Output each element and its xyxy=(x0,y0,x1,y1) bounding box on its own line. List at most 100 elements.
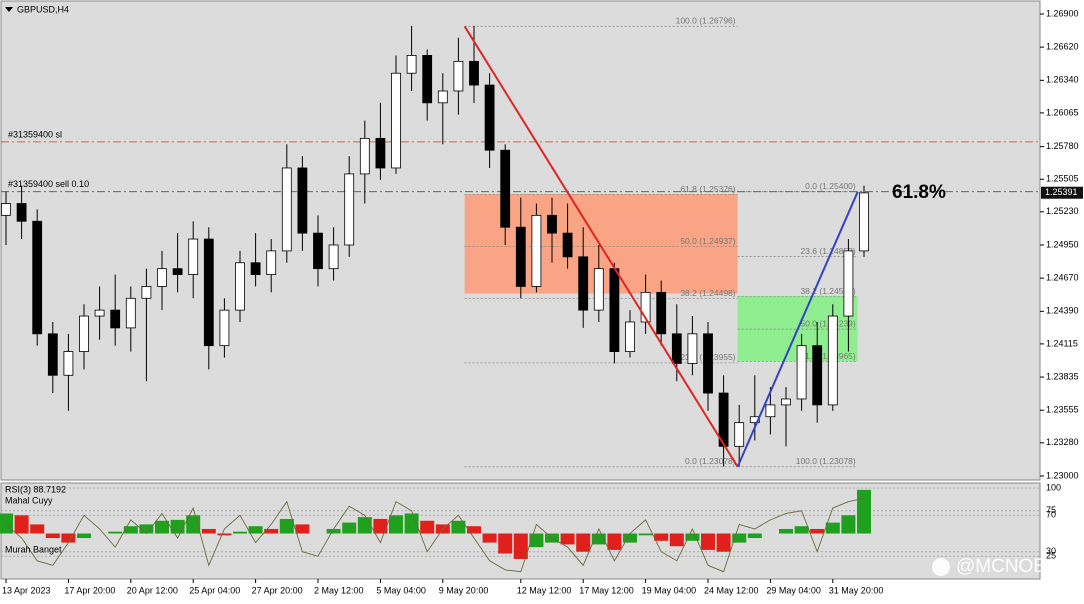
symbol: GBPUSD,H4 xyxy=(17,4,69,14)
histogram-bar xyxy=(576,533,591,552)
histogram-bar xyxy=(810,528,825,534)
candle-body xyxy=(359,137,370,175)
candle-body xyxy=(843,250,854,317)
histogram-bar xyxy=(467,526,481,534)
lower-label: Murah Banget xyxy=(5,544,62,554)
histogram-bar xyxy=(373,518,388,534)
x-tick-label: 17 Apr 20:00 xyxy=(64,585,115,595)
y-tick-label: 1.23835 xyxy=(1046,371,1079,381)
fib-label: 50.0 (1.24937) xyxy=(680,236,735,246)
rsi-line xyxy=(5,497,865,573)
menu-icon[interactable] xyxy=(5,7,13,12)
y-tick-label: 25 xyxy=(1046,551,1056,561)
candle-body xyxy=(266,250,277,275)
histogram-bar xyxy=(560,533,575,545)
candle-body xyxy=(671,333,682,364)
candle-body xyxy=(531,214,542,287)
candle-body xyxy=(125,297,136,329)
candle-body xyxy=(625,321,635,352)
candle-body xyxy=(469,60,479,86)
y-tick-label: 1.24670 xyxy=(1046,273,1079,283)
candle-body xyxy=(827,315,838,406)
candle-body xyxy=(79,315,89,352)
x-tick-label: 29 May 04:00 xyxy=(766,585,821,595)
candle-body xyxy=(656,291,667,335)
histogram-bar xyxy=(170,519,185,534)
x-tick-label: 31 May 20:00 xyxy=(829,585,884,595)
x-tick-label: 25 Apr 04:00 xyxy=(189,585,240,595)
fib-label: 38.2 (1.24513) xyxy=(800,286,855,296)
candle-body xyxy=(718,392,729,447)
histogram-bar xyxy=(825,522,840,534)
histogram-bar xyxy=(716,533,731,552)
histogram-bar xyxy=(451,520,466,534)
histogram-bar xyxy=(295,524,310,534)
histogram-bar xyxy=(14,515,29,534)
histogram-bar xyxy=(108,531,123,534)
annotation: 61.8% xyxy=(892,182,946,203)
histogram-bar xyxy=(529,533,544,548)
histogram-bar xyxy=(45,533,60,539)
candle-body xyxy=(515,226,526,287)
candle-body xyxy=(437,90,448,104)
histogram-bar xyxy=(669,533,684,547)
y-tick-label: 100 xyxy=(1046,482,1061,492)
histogram-bar xyxy=(747,533,762,539)
candle-body xyxy=(640,291,651,323)
candle-body xyxy=(484,84,495,151)
candle-body xyxy=(578,256,589,311)
candle-body xyxy=(94,309,105,317)
candle-body xyxy=(749,416,760,424)
histogram-bar xyxy=(77,533,91,539)
y-tick-label: 70 xyxy=(1046,510,1056,520)
histogram-bar xyxy=(139,524,154,534)
candle-body xyxy=(250,262,261,275)
y-tick-label: 1.23000 xyxy=(1046,470,1079,480)
histogram-bar xyxy=(654,533,669,541)
candle-body xyxy=(188,238,199,275)
candle-body xyxy=(235,262,245,311)
candle-body xyxy=(547,214,557,234)
fib-label: 61.8 (1.25376) xyxy=(680,184,735,194)
y-tick-label: 1.24390 xyxy=(1046,306,1079,316)
fib-label: 100.0 (1.26796) xyxy=(676,16,736,26)
price-tag xyxy=(1041,186,1083,199)
y-tick-label: 1.24115 xyxy=(1046,338,1078,348)
trendline xyxy=(736,191,859,468)
histogram-bar xyxy=(623,533,637,543)
fib-label: 100.0 (1.23078) xyxy=(796,456,856,466)
histogram-bar xyxy=(420,520,435,534)
histogram-bar xyxy=(217,533,232,536)
candle-body xyxy=(453,60,464,92)
fib-label: 38.2 (1.24498) xyxy=(680,288,735,298)
fib-label: 0.0 (1.25400) xyxy=(805,181,856,191)
candle-body xyxy=(406,55,417,74)
x-tick-label: 12 May 12:00 xyxy=(517,585,572,595)
candle-body xyxy=(859,192,869,252)
y-tick-label: 1.26620 xyxy=(1046,42,1079,52)
candle-body xyxy=(47,333,58,376)
histogram-bar xyxy=(155,520,169,534)
candle-body xyxy=(32,220,43,335)
x-tick-label: 9 May 20:00 xyxy=(439,585,489,595)
x-tick-label: 27 Apr 20:00 xyxy=(252,585,303,595)
y-tick-label: 1.25230 xyxy=(1046,206,1079,216)
candle-body xyxy=(203,238,214,347)
y-tick-label: 75 xyxy=(1046,505,1056,515)
candle-body xyxy=(328,244,339,270)
y-tick-label: 1.26065 xyxy=(1046,107,1079,117)
candle-body xyxy=(110,309,121,329)
histogram-bar xyxy=(233,531,247,534)
order-label: #31359400 sell 0.10 xyxy=(8,179,89,189)
candle-body xyxy=(172,268,183,275)
histogram-bar xyxy=(732,533,747,543)
trendline xyxy=(463,25,739,468)
x-tick-label: 17 May 12:00 xyxy=(579,585,634,595)
histogram-bar xyxy=(685,533,700,541)
candle-body xyxy=(609,268,620,352)
candle-body xyxy=(781,398,791,406)
main-plot: 100.0 (1.26796) 61.8 (1.25376) 50.0 (1.249… xyxy=(1,16,1040,468)
candle-body xyxy=(562,232,573,258)
